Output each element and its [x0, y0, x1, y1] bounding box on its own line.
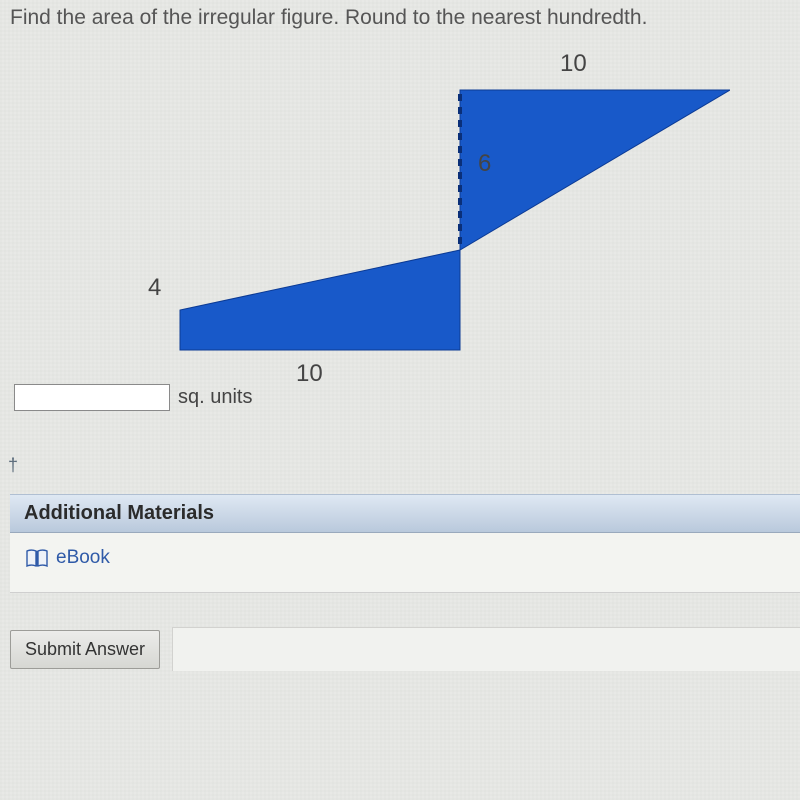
dim-left: 4	[148, 274, 161, 302]
additional-materials: Additional Materials eBook	[10, 494, 800, 593]
irregular-figure	[110, 40, 730, 380]
figure-container: 10 6 4 10	[0, 30, 800, 390]
dim-right-inner: 6	[478, 150, 491, 178]
figure-polygon	[180, 90, 730, 350]
submit-row: Submit Answer	[10, 627, 800, 671]
dim-top: 10	[560, 50, 587, 78]
question-text: Find the area of the irregular figure. R…	[0, 0, 800, 30]
post-submit-panel	[172, 627, 800, 671]
materials-header: Additional Materials	[10, 494, 800, 533]
ebook-label: eBook	[56, 547, 110, 569]
ebook-link[interactable]: eBook	[26, 547, 110, 569]
materials-body: eBook	[10, 533, 800, 593]
submit-answer-button[interactable]: Submit Answer	[10, 630, 160, 669]
book-icon	[26, 549, 48, 567]
dim-bottom: 10	[296, 360, 323, 388]
footnote-marker: †	[0, 411, 800, 476]
